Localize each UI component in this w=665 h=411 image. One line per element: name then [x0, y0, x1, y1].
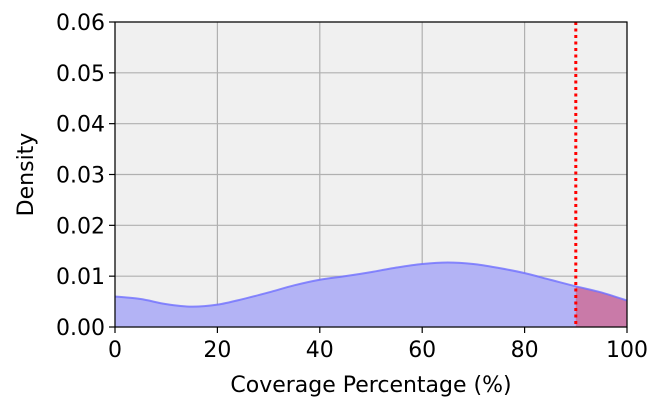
- y-tick-label: 0.04: [56, 113, 105, 138]
- x-axis-label: Coverage Percentage (%): [230, 373, 511, 398]
- x-axis-ticks: 0 20 40 60 80 100: [108, 327, 648, 363]
- y-tick-label: 0.01: [56, 265, 105, 290]
- x-tick-label: 60: [408, 338, 436, 363]
- y-tick-label: 0.00: [56, 316, 105, 341]
- y-tick-label: 0.05: [56, 62, 105, 87]
- y-axis-ticks: 0.00 0.01 0.02 0.03 0.04 0.05 0.06: [56, 11, 115, 341]
- density-curve: [114, 261, 628, 308]
- y-tick-label: 0.02: [56, 214, 105, 239]
- x-tick-label: 20: [203, 338, 231, 363]
- x-tick-label: 80: [511, 338, 539, 363]
- density-area: [115, 262, 627, 327]
- x-tick-label: 0: [108, 338, 122, 363]
- y-tick-label: 0.03: [56, 164, 105, 189]
- x-tick-label: 100: [606, 338, 648, 363]
- x-tick-label: 40: [306, 338, 334, 363]
- y-axis-label: Density: [14, 133, 39, 217]
- y-tick-label: 0.06: [56, 11, 105, 36]
